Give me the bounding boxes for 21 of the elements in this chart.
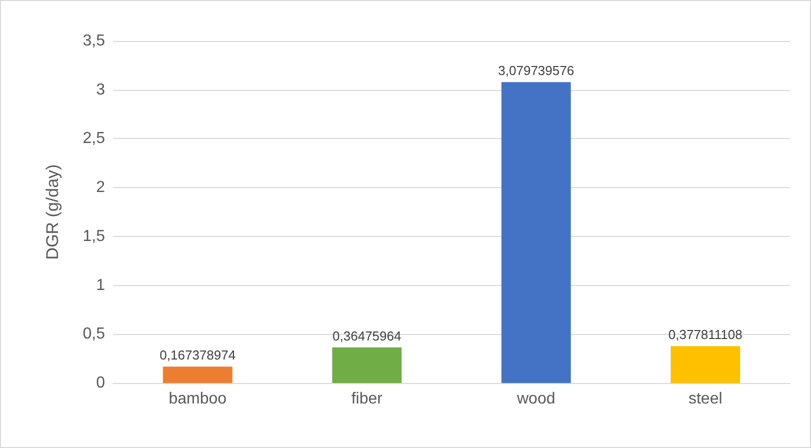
y-axis-title: DGR (g/day) [43,164,62,260]
x-tick-label: bamboo [168,390,227,408]
data-label: 3,079739576 [498,63,574,78]
y-tick-label: 1,5 [82,228,106,245]
y-tick-label: 0 [96,374,106,392]
y-tick-label: 3,5 [82,32,106,50]
y-tick-label: 0,5 [82,326,106,343]
bar [162,366,232,383]
y-tick-label: 2 [96,179,106,196]
data-label: 0,377811108 [668,327,742,342]
y-tick-label: 3 [96,81,106,98]
bar [332,347,402,383]
y-tick-label: 2,5 [82,130,106,148]
data-label: 0,36475964 [332,328,402,344]
y-tick-label: 1 [96,276,106,294]
x-tick-label: fiber [351,390,384,408]
x-tick-label: steel [688,390,722,408]
bar [501,82,571,383]
x-tick-label: wood [516,390,556,408]
data-label: 0,167378974 [160,348,236,363]
bar [670,346,740,383]
